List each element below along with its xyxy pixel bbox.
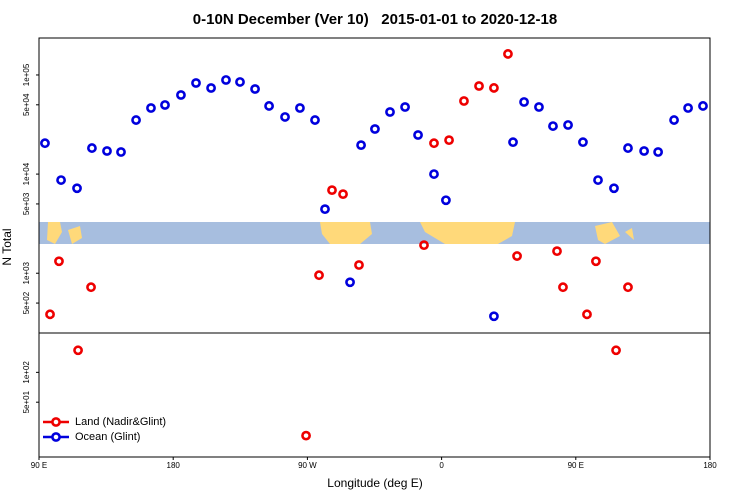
data-point [314, 270, 324, 281]
chart-title: 0-10N December (Ver 10) 2015-01-01 to 20… [193, 11, 557, 28]
data-point [45, 309, 55, 320]
data-point [191, 78, 201, 88]
data-point [508, 137, 518, 148]
data-point [160, 100, 170, 110]
data-point [235, 77, 245, 87]
data-point [591, 256, 601, 267]
data-point [206, 83, 216, 93]
data-point [558, 282, 568, 293]
data-point [489, 311, 499, 322]
y-tick-label: 5e+02 [22, 291, 31, 314]
data-point [548, 121, 558, 131]
data-point [356, 140, 366, 151]
data-point [131, 115, 141, 125]
data-point [534, 102, 544, 112]
data-point [86, 282, 96, 293]
data-point [354, 260, 364, 270]
data-point [320, 204, 330, 215]
data-point [489, 83, 499, 93]
data-point [563, 120, 573, 130]
data-point [301, 430, 311, 441]
data-point [441, 195, 451, 206]
legend-symbol [51, 432, 61, 442]
data-point [73, 345, 83, 356]
data-point [698, 101, 708, 111]
data-point [623, 143, 633, 153]
data-point [474, 81, 484, 91]
data-point [419, 240, 429, 251]
data-point [429, 138, 439, 149]
x-tick-label: 90 W [298, 461, 317, 470]
data-point [683, 103, 693, 113]
x-tick-label: 0 [439, 461, 444, 470]
data-point [552, 246, 562, 257]
y-tick-label: 5e+03 [22, 192, 31, 215]
data-point [338, 189, 348, 200]
data-point [87, 143, 97, 153]
map-strip [39, 222, 710, 244]
data-point [611, 345, 621, 356]
data-point [653, 147, 664, 157]
x-tick-label: 180 [703, 461, 717, 470]
data-point [327, 185, 337, 196]
data-point [639, 146, 649, 156]
plot-frame [38, 37, 711, 458]
y-tick-label: 1e+03 [22, 261, 31, 284]
data-point [146, 103, 156, 113]
data-point [116, 147, 126, 157]
legend-label: Ocean (Glint) [75, 431, 140, 443]
data-point [370, 124, 380, 134]
data-point [459, 96, 469, 106]
x-tick-label: 180 [167, 461, 181, 470]
x-axis-label: Longitude (deg E) [327, 476, 422, 490]
data-point [582, 309, 592, 320]
x-tick-label: 90 E [31, 461, 47, 470]
data-point [280, 112, 290, 122]
data-point [429, 169, 439, 179]
data-point [56, 175, 66, 185]
data-point [72, 183, 82, 194]
y-tick-label: 5e+01 [22, 390, 31, 413]
data-point [310, 115, 320, 125]
data-point [669, 115, 679, 125]
data-point [609, 183, 619, 194]
data-point [295, 103, 305, 113]
data-point [413, 130, 423, 140]
data-point [623, 282, 633, 293]
data-point [54, 256, 64, 267]
data-point [40, 138, 50, 149]
data-point [102, 146, 112, 156]
data-point [444, 135, 454, 146]
x-tick-label: 90 E [568, 461, 584, 470]
legend-symbol [51, 417, 61, 427]
data-point [221, 75, 231, 85]
legend-label: Land (Nadir&Glint) [75, 416, 166, 428]
data-point [593, 175, 603, 185]
y-tick-label: 1e+05 [22, 63, 31, 86]
data-point [345, 277, 355, 288]
data-point [264, 101, 274, 111]
y-tick-label: 5e+04 [22, 93, 31, 116]
data-point [385, 107, 395, 117]
data-point [578, 137, 588, 148]
data-point [503, 49, 513, 59]
data-point [400, 102, 410, 112]
data-point [519, 97, 529, 107]
y-tick-label: 1e+02 [22, 361, 31, 384]
y-axis-label: N Total [0, 228, 14, 265]
data-point [176, 90, 186, 100]
y-tick-label: 1e+04 [22, 162, 31, 185]
data-point [250, 84, 260, 94]
legend: Land (Nadir&Glint) Ocean (Glint) [43, 416, 166, 443]
data-point [512, 251, 522, 261]
